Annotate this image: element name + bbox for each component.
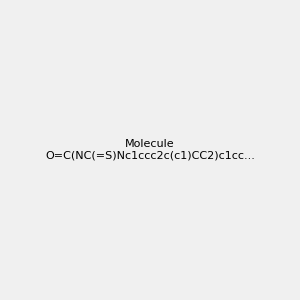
Text: Molecule
O=C(NC(=S)Nc1ccc2c(c1)CC2)c1cc...: Molecule O=C(NC(=S)Nc1ccc2c(c1)CC2)c1cc.… [45, 139, 255, 161]
